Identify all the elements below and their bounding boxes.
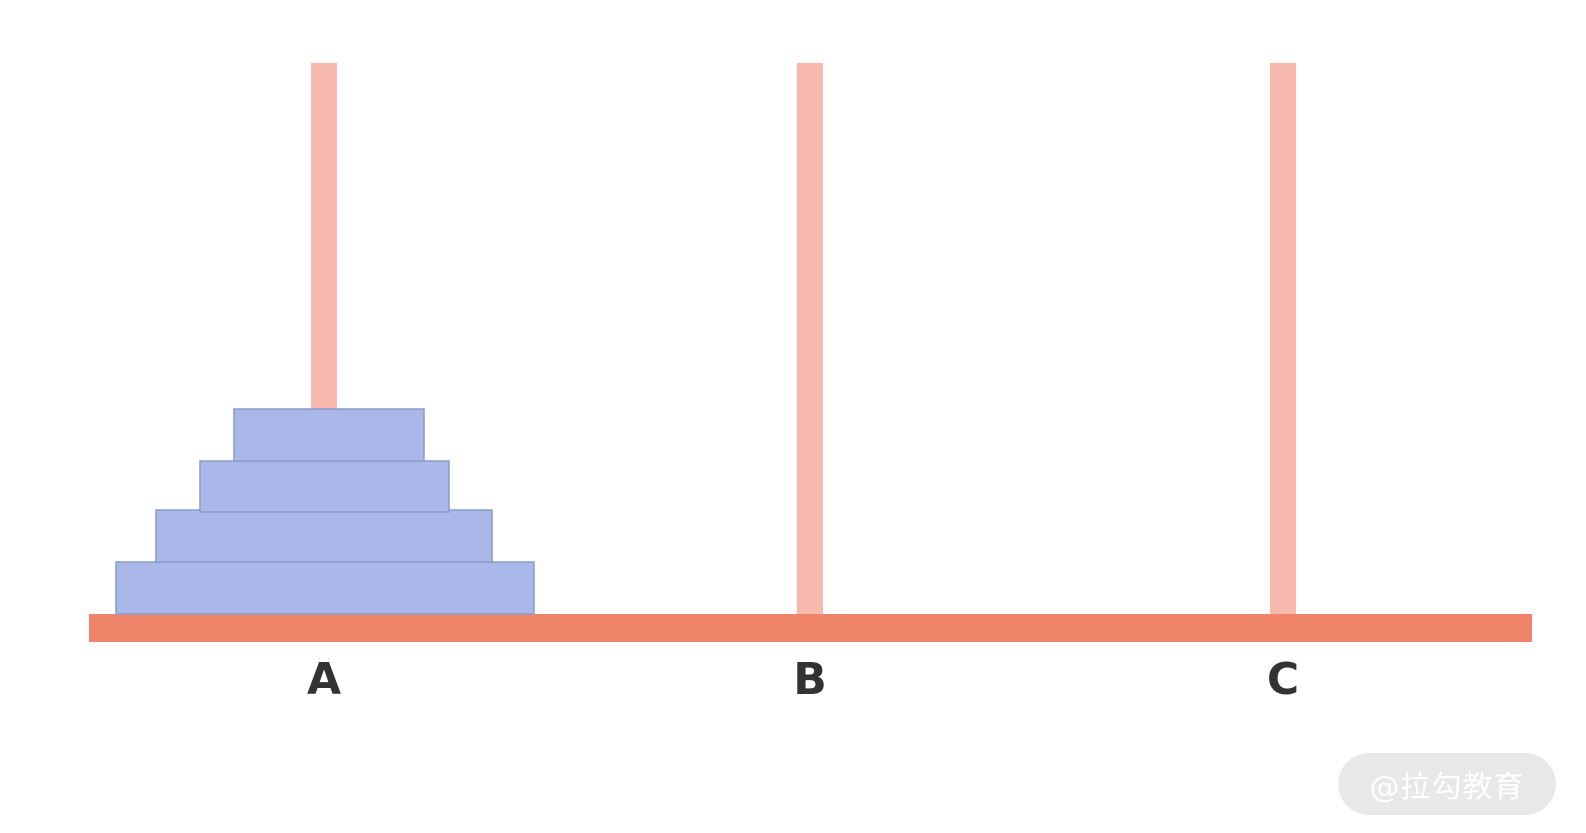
disk-3 [155, 509, 493, 563]
peg-label-a: A [307, 654, 341, 705]
peg-label-c: C [1267, 654, 1299, 705]
disk-4 [115, 561, 535, 615]
base-platform [89, 614, 1532, 642]
peg-c-pole [1270, 63, 1296, 615]
watermark-text: @拉勾教育 [1369, 770, 1525, 805]
peg-label-b: B [793, 654, 827, 705]
watermark-badge: @拉勾教育 [1338, 753, 1556, 815]
disk-2 [199, 460, 450, 513]
peg-b-pole [797, 63, 823, 615]
disk-1 [233, 408, 425, 462]
